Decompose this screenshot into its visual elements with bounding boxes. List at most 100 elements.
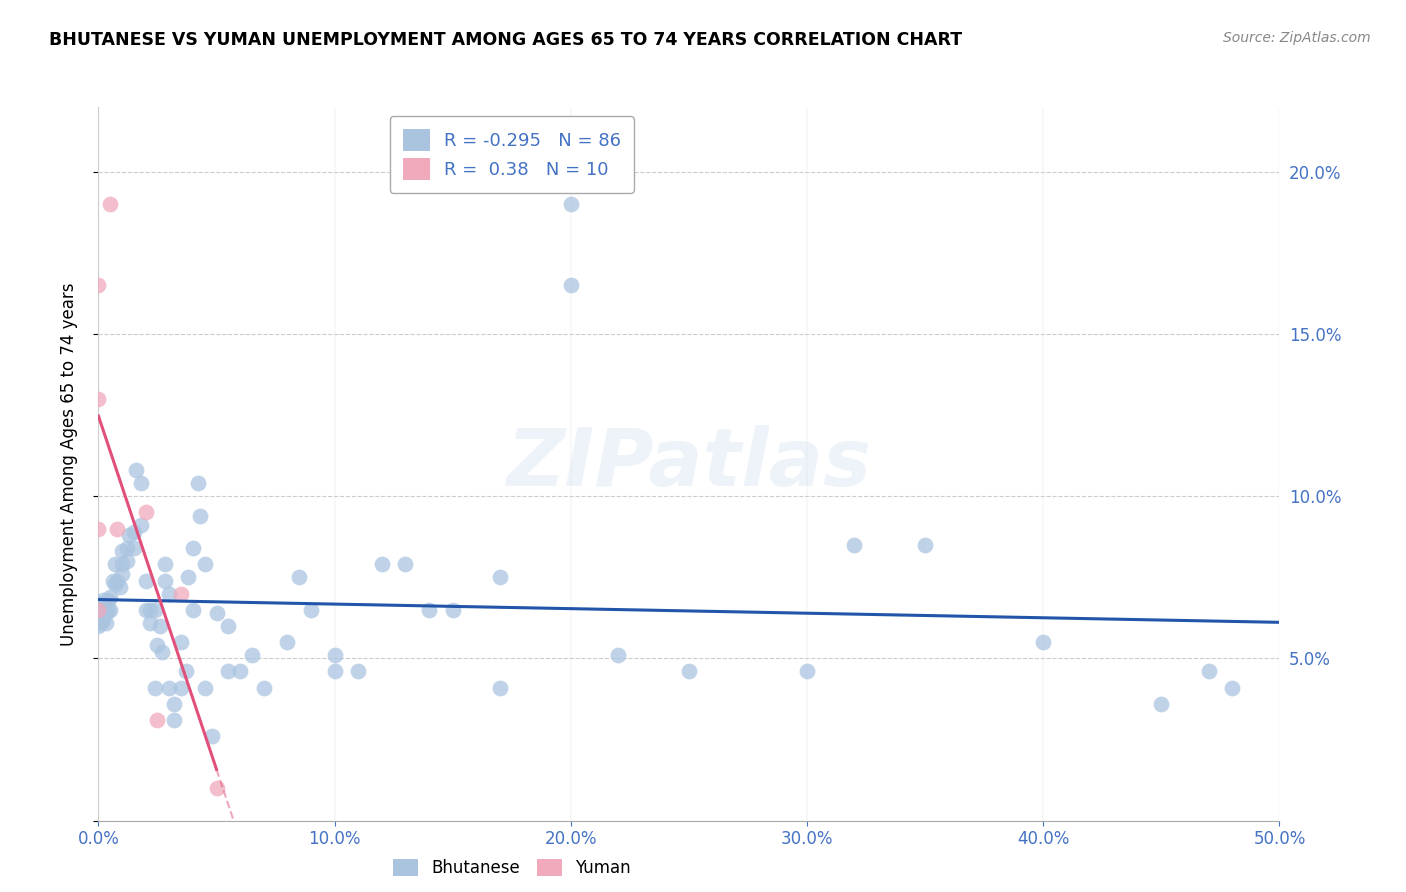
Point (844, 538, 866, 552)
Point (87, 603, 110, 617)
Point (149, 619, 172, 633)
Point (125, 463, 148, 477)
Point (253, 681, 276, 695)
Point (115, 541, 138, 556)
Point (371, 558, 394, 572)
Point (98, 603, 121, 617)
Point (94, 606, 117, 620)
Point (489, 681, 512, 695)
Point (229, 665, 252, 679)
Point (101, 574, 124, 588)
Point (87, 613, 110, 627)
Point (87, 278, 110, 293)
Point (139, 615, 162, 630)
Point (157, 681, 180, 695)
Point (129, 518, 152, 533)
Point (111, 558, 134, 572)
Point (135, 603, 157, 617)
Point (98, 590, 121, 604)
Point (122, 541, 145, 556)
Point (394, 558, 416, 572)
Point (560, 197, 582, 211)
Point (174, 665, 197, 679)
Point (91, 613, 114, 627)
Point (181, 541, 204, 556)
Point (105, 574, 128, 588)
Point (115, 554, 138, 568)
Point (98, 197, 121, 211)
Point (87, 392, 110, 406)
Point (105, 522, 128, 536)
Text: Source: ZipAtlas.com: Source: ZipAtlas.com (1223, 31, 1371, 45)
Point (163, 697, 186, 711)
Point (205, 781, 228, 796)
Point (118, 528, 141, 542)
Point (441, 603, 464, 617)
Point (111, 544, 134, 558)
Point (177, 570, 200, 584)
Point (188, 508, 211, 523)
Point (135, 506, 157, 520)
Point (87, 522, 110, 536)
Point (90, 606, 112, 620)
Point (170, 586, 193, 600)
Point (201, 729, 224, 743)
Point (157, 586, 180, 600)
Point (914, 538, 936, 552)
Point (240, 648, 263, 663)
Point (97, 593, 120, 607)
Point (299, 603, 322, 617)
Point (87, 603, 110, 617)
Point (135, 574, 157, 588)
Point (91, 593, 114, 607)
Point (87, 619, 110, 633)
Point (1220, 681, 1243, 695)
Point (187, 476, 209, 491)
Point (181, 603, 204, 617)
Point (170, 681, 193, 695)
Point (347, 665, 370, 679)
Point (146, 639, 169, 653)
Point (607, 648, 630, 663)
Point (122, 524, 145, 539)
Point (108, 580, 131, 594)
Point (153, 558, 176, 572)
Point (139, 603, 162, 617)
Point (205, 606, 228, 620)
Point (87, 596, 110, 610)
Point (560, 278, 582, 293)
Point (111, 567, 134, 582)
Point (217, 665, 239, 679)
Point (94, 615, 117, 630)
Point (146, 713, 169, 727)
Text: BHUTANESE VS YUMAN UNEMPLOYMENT AMONG AGES 65 TO 74 YEARS CORRELATION CHART: BHUTANESE VS YUMAN UNEMPLOYMENT AMONG AG… (49, 31, 962, 49)
Point (194, 681, 217, 695)
Y-axis label: Unemployment Among Ages 65 to 74 years: Unemployment Among Ages 65 to 74 years (59, 282, 77, 646)
Point (323, 665, 346, 679)
Point (104, 577, 127, 591)
Point (276, 635, 298, 649)
Point (1150, 697, 1173, 711)
Point (87, 609, 110, 624)
Point (150, 645, 173, 659)
Text: ZIPatlas: ZIPatlas (506, 425, 872, 503)
Point (153, 574, 176, 588)
Point (1198, 665, 1220, 679)
Point (288, 570, 311, 584)
Point (323, 648, 346, 663)
Point (163, 713, 186, 727)
Point (796, 665, 818, 679)
Point (143, 603, 166, 617)
Point (129, 476, 152, 491)
Point (104, 558, 127, 572)
Point (97, 603, 120, 617)
Legend: Bhutanese, Yuman: Bhutanese, Yuman (387, 852, 637, 884)
Point (170, 635, 193, 649)
Point (217, 619, 239, 633)
Point (90, 609, 112, 624)
Point (143, 681, 166, 695)
Point (90, 615, 112, 630)
Point (194, 558, 217, 572)
Point (678, 665, 700, 679)
Point (1032, 635, 1054, 649)
